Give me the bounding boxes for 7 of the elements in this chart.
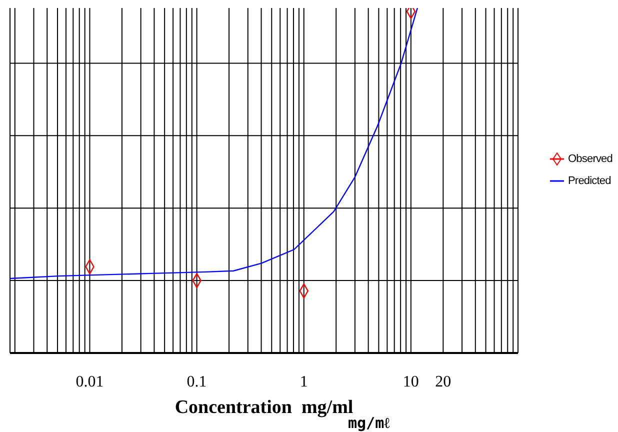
legend-label: Predicted bbox=[568, 175, 611, 187]
legend-label: Observed bbox=[568, 153, 612, 165]
x-tick-label: 10 bbox=[402, 373, 419, 390]
x-tick-label: 0.1 bbox=[186, 373, 207, 390]
x-tick-label: 1 bbox=[300, 373, 308, 390]
x-tick-label: 20 bbox=[435, 373, 452, 390]
x-tick-label: 0.01 bbox=[76, 373, 104, 390]
